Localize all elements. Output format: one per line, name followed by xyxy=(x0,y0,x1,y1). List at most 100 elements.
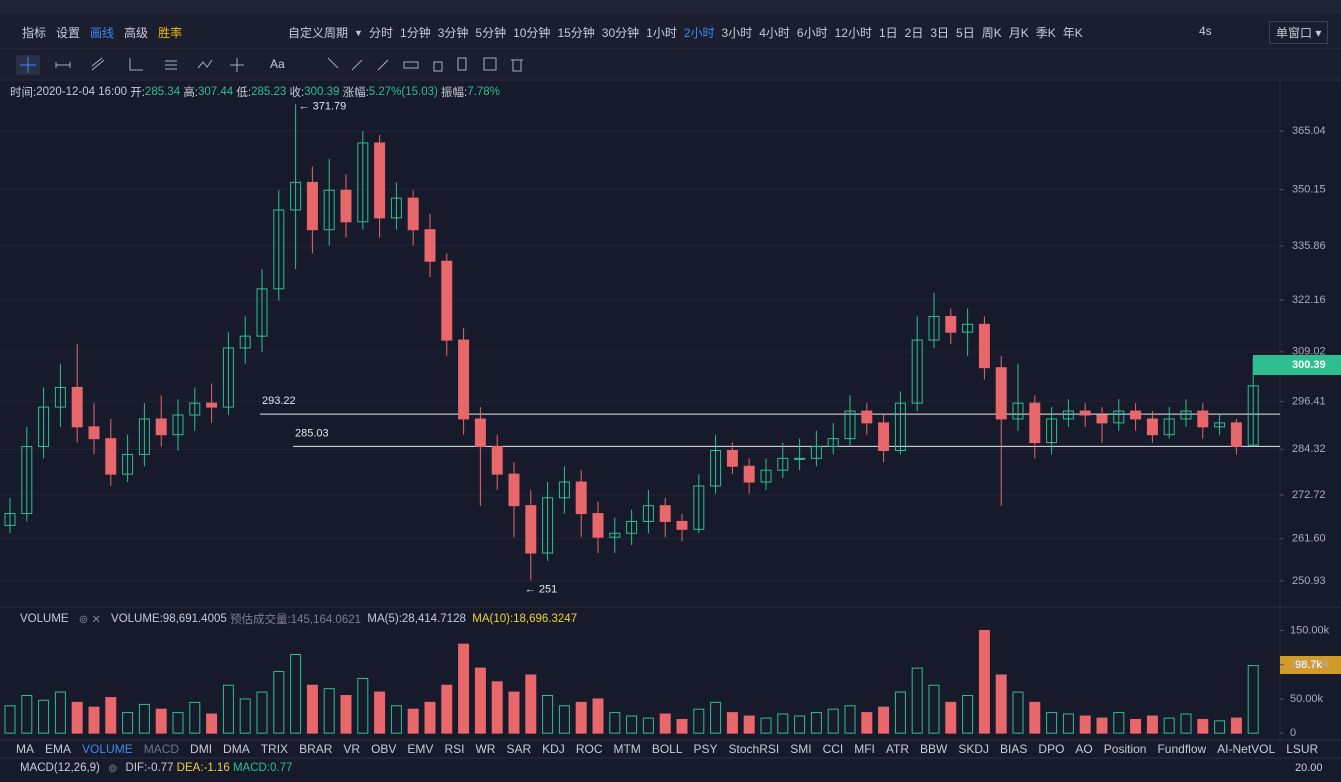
indicator-tab[interactable]: BIAS xyxy=(1000,742,1028,756)
period[interactable]: 30分钟 xyxy=(601,26,640,40)
indicator-tab[interactable]: MTM xyxy=(613,742,641,756)
period[interactable]: 月K xyxy=(1008,26,1029,40)
period[interactable]: 4小时 xyxy=(759,26,790,40)
period[interactable]: 12小时 xyxy=(834,26,872,40)
indicator-tab[interactable]: KDJ xyxy=(542,742,565,756)
period[interactable]: 3日 xyxy=(930,26,950,40)
high: 307.44 xyxy=(198,86,234,98)
custom-period[interactable]: 自定义周期 ▼ xyxy=(288,24,363,41)
indicator-tab[interactable]: BOLL xyxy=(651,742,683,756)
indicator-tab[interactable]: LSUR xyxy=(1286,742,1319,756)
indicator-tab[interactable]: PSY xyxy=(693,742,718,756)
candle-body xyxy=(1079,410,1091,416)
indicator-tab[interactable]: DMI xyxy=(190,742,213,756)
indicator-tab[interactable]: StochRSI xyxy=(728,742,780,756)
period[interactable]: 分时 xyxy=(369,26,394,40)
amplitude: 7.78% xyxy=(467,86,500,98)
refresh[interactable]: 4s xyxy=(1199,24,1212,38)
period[interactable]: 15分钟 xyxy=(557,26,595,40)
indicator-tab[interactable]: SAR xyxy=(506,742,532,756)
toolbar-item[interactable]: 指标 xyxy=(22,26,47,40)
candle-body xyxy=(962,323,974,333)
indicator-tab[interactable]: CCI xyxy=(822,742,844,756)
custom-period-label[interactable]: 自定义周期 xyxy=(288,26,349,40)
price-tag-bg xyxy=(1253,355,1341,375)
indicator-tab[interactable]: VOLUME xyxy=(82,742,133,756)
label: 高: xyxy=(183,87,199,99)
window-select[interactable]: 单窗口 ▾ xyxy=(1269,21,1329,44)
indicator-tab[interactable]: OBV xyxy=(371,742,397,756)
volume-bar xyxy=(1079,715,1091,734)
volume-bar xyxy=(642,717,654,734)
period[interactable]: 2小时 xyxy=(683,26,715,40)
volume-bar xyxy=(306,684,318,734)
volume-bar xyxy=(1163,717,1175,734)
candle-body xyxy=(374,142,386,219)
indicator-tab[interactable]: EMV xyxy=(407,742,434,756)
period[interactable]: 1日 xyxy=(878,26,898,40)
volume-bar xyxy=(1146,715,1158,734)
indicator-tab[interactable]: SMI xyxy=(790,742,812,756)
candle-body xyxy=(1146,418,1158,436)
volume-bar xyxy=(138,703,150,734)
volume-bar xyxy=(575,701,587,734)
volume-bar xyxy=(407,708,419,734)
y-tick-label: 250.93 xyxy=(1292,575,1326,587)
indicator-tab[interactable]: TRIX xyxy=(260,742,289,756)
indicator-tab[interactable]: Position xyxy=(1103,742,1147,756)
candle-body xyxy=(172,414,184,436)
indicator-tab[interactable]: BRAR xyxy=(299,742,333,756)
candle-body xyxy=(1096,414,1108,424)
indicator-tab[interactable]: MACD xyxy=(143,742,180,756)
candle-body xyxy=(4,513,16,526)
period[interactable]: 3分钟 xyxy=(437,26,469,40)
label: 时间: xyxy=(10,87,37,99)
icon[interactable]: ⊚ xyxy=(107,763,118,775)
indicator-tab[interactable]: DMA xyxy=(223,742,250,756)
period[interactable]: 6小时 xyxy=(796,26,828,40)
period[interactable]: 2日 xyxy=(904,26,924,40)
period[interactable]: 年K xyxy=(1062,26,1083,40)
indicator-tab[interactable]: MFI xyxy=(854,742,875,756)
indicator-tab[interactable]: EMA xyxy=(45,742,72,756)
period[interactable]: 5日 xyxy=(956,26,975,40)
indicator-tab[interactable]: SKDJ xyxy=(958,742,990,756)
period[interactable]: 1分钟 xyxy=(400,26,431,40)
indicator-tab[interactable]: BBW xyxy=(920,742,948,756)
indicator-tab[interactable]: VR xyxy=(343,742,361,756)
indicator-tab[interactable]: AO xyxy=(1075,742,1093,756)
y-tick-label: 335.86 xyxy=(1292,240,1326,252)
period[interactable]: 5分钟 xyxy=(475,26,507,40)
indicator-tab[interactable]: DPO xyxy=(1038,742,1065,756)
period[interactable]: 季K xyxy=(1035,26,1056,40)
period[interactable]: 3小时 xyxy=(721,26,753,40)
macd-axis-label: 20.00 xyxy=(1295,762,1323,774)
icons[interactable]: ⊚ ✕ xyxy=(78,614,102,626)
volume-bar xyxy=(206,713,218,734)
volume-bar xyxy=(911,667,923,734)
candle-body xyxy=(54,386,66,408)
volume-bar xyxy=(861,712,873,734)
indicator-tab[interactable]: ROC xyxy=(575,742,603,756)
indicator-tab[interactable]: Fundflow xyxy=(1157,742,1207,756)
volume-bar xyxy=(760,717,772,734)
indicator-tab[interactable]: RSI xyxy=(444,742,465,756)
toolbar-item[interactable]: 画线 xyxy=(90,26,115,40)
period[interactable]: 周K xyxy=(981,26,1002,40)
candle-body xyxy=(878,422,890,451)
indicator-tab[interactable]: WR xyxy=(475,742,496,756)
indicator-tab[interactable]: MA xyxy=(16,742,34,756)
period[interactable]: 1小时 xyxy=(646,26,677,40)
toolbar-item[interactable]: 胜率 xyxy=(158,26,183,40)
text-tool[interactable]: Aa xyxy=(270,57,285,71)
candle-body xyxy=(626,520,638,534)
indicator-tab[interactable]: ATR xyxy=(885,742,910,756)
caret: ▼ xyxy=(354,27,363,38)
window-label: 单窗口 xyxy=(1276,26,1313,40)
toolbar-item[interactable]: 设置 xyxy=(56,26,81,40)
period[interactable]: 10分钟 xyxy=(513,26,551,40)
toolbar-item[interactable]: 高级 xyxy=(124,26,149,40)
candle-body xyxy=(256,288,268,337)
volume-bar xyxy=(609,712,621,734)
indicator-tab[interactable]: AI-NetVOL xyxy=(1217,742,1276,756)
